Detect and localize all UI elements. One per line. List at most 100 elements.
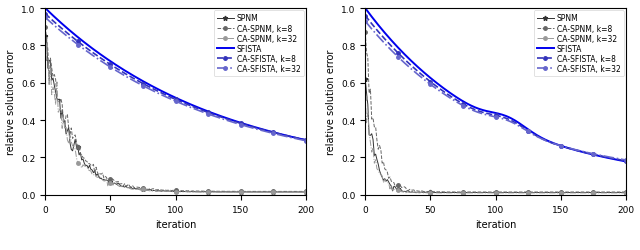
Line: CA-SFISTA, k=8: CA-SFISTA, k=8: [364, 15, 628, 163]
Line: CA-SPNM, k=8: CA-SPNM, k=8: [44, 26, 308, 194]
SPNM: [42, 36, 49, 38]
CA-SPNM, k=8: [363, 52, 371, 54]
Line: SFISTA: SFISTA: [365, 9, 626, 162]
SPNM: [601, 191, 609, 194]
SPNM: [298, 191, 306, 194]
CA-SFISTA, k=8: [302, 139, 310, 142]
CA-SFISTA, k=32: [151, 91, 159, 94]
CA-SPNM, k=32: [385, 182, 392, 185]
CA-SFISTA, k=8: [182, 103, 190, 106]
CA-SPNM, k=32: [42, 45, 49, 48]
SFISTA: [302, 139, 310, 142]
SFISTA: [42, 8, 49, 10]
SFISTA: [65, 29, 72, 32]
Line: CA-SPNM, k=32: CA-SPNM, k=32: [44, 44, 308, 194]
CA-SFISTA, k=32: [302, 140, 310, 143]
SFISTA: [600, 156, 607, 159]
CA-SPNM, k=32: [601, 192, 609, 195]
CA-SFISTA, k=32: [363, 22, 371, 25]
SPNM: [65, 126, 72, 130]
Line: SPNM: SPNM: [363, 77, 628, 195]
CA-SFISTA, k=32: [471, 110, 479, 113]
CA-SPNM, k=8: [385, 177, 392, 180]
SPNM: [182, 190, 190, 193]
CA-SPNM, k=8: [472, 191, 480, 194]
CA-SPNM, k=8: [601, 191, 609, 194]
CA-SFISTA, k=32: [456, 103, 464, 106]
SFISTA: [502, 115, 510, 118]
CA-SPNM, k=8: [43, 38, 51, 41]
SPNM: [280, 191, 287, 194]
Line: CA-SPNM, k=32: CA-SPNM, k=32: [364, 96, 628, 195]
CA-SPNM, k=32: [136, 189, 144, 192]
CA-SPNM, k=8: [280, 190, 287, 193]
SFISTA: [362, 8, 369, 10]
Line: SFISTA: SFISTA: [45, 9, 306, 140]
SPNM: [385, 181, 392, 184]
Legend: SPNM, CA-SPNM, k=8, CA-SPNM, k=32, SFISTA, CA-SFISTA, k=8, CA-SFISTA, k=32: SPNM, CA-SPNM, k=8, CA-SPNM, k=32, SFIST…: [534, 11, 623, 77]
Line: CA-SPNM, k=8: CA-SPNM, k=8: [364, 32, 628, 194]
SFISTA: [136, 79, 144, 82]
SFISTA: [151, 86, 159, 90]
CA-SPNM, k=8: [622, 191, 630, 194]
Legend: SPNM, CA-SPNM, k=8, CA-SPNM, k=32, SFISTA, CA-SFISTA, k=8, CA-SFISTA, k=32: SPNM, CA-SPNM, k=8, CA-SPNM, k=32, SFIST…: [214, 11, 303, 77]
Line: CA-SFISTA, k=8: CA-SFISTA, k=8: [44, 13, 308, 142]
CA-SFISTA, k=8: [471, 108, 479, 112]
SFISTA: [622, 160, 630, 163]
CA-SPNM, k=32: [458, 192, 465, 195]
CA-SFISTA, k=8: [280, 134, 287, 137]
CA-SFISTA, k=8: [65, 34, 72, 36]
CA-SPNM, k=32: [472, 192, 480, 195]
SFISTA: [456, 99, 464, 102]
Line: CA-SFISTA, k=32: CA-SFISTA, k=32: [364, 20, 628, 162]
CA-SFISTA, k=32: [362, 20, 369, 24]
SPNM: [136, 188, 144, 191]
CA-SPNM, k=32: [182, 190, 190, 193]
CA-SPNM, k=32: [622, 192, 630, 195]
CA-SFISTA, k=32: [42, 17, 49, 20]
SPNM: [472, 191, 480, 194]
CA-SFISTA, k=32: [65, 37, 72, 40]
CA-SFISTA, k=32: [600, 155, 607, 158]
CA-SFISTA, k=8: [622, 160, 630, 163]
SFISTA: [363, 9, 371, 12]
SPNM: [43, 36, 51, 39]
Y-axis label: relative solution error: relative solution error: [326, 50, 335, 154]
CA-SFISTA, k=32: [502, 119, 510, 122]
SPNM: [362, 78, 369, 81]
Line: SPNM: SPNM: [43, 34, 308, 195]
CA-SFISTA, k=32: [136, 84, 144, 86]
CA-SFISTA, k=8: [362, 15, 369, 18]
SPNM: [363, 92, 371, 94]
SPNM: [302, 191, 310, 194]
CA-SPNM, k=32: [302, 191, 310, 194]
SFISTA: [385, 36, 392, 40]
CA-SPNM, k=32: [504, 192, 511, 195]
CA-SFISTA, k=8: [363, 16, 371, 20]
SPNM: [151, 189, 159, 192]
CA-SPNM, k=8: [293, 190, 301, 193]
CA-SFISTA, k=8: [43, 14, 51, 17]
CA-SPNM, k=8: [362, 32, 369, 35]
CA-SPNM, k=32: [291, 191, 298, 194]
CA-SPNM, k=32: [362, 97, 369, 100]
CA-SPNM, k=8: [42, 26, 49, 29]
CA-SPNM, k=32: [280, 191, 287, 194]
CA-SPNM, k=32: [65, 142, 72, 145]
Y-axis label: relative solution error: relative solution error: [6, 50, 15, 154]
CA-SFISTA, k=8: [42, 13, 49, 16]
CA-SPNM, k=32: [421, 192, 429, 195]
SFISTA: [280, 134, 287, 137]
CA-SFISTA, k=8: [136, 81, 144, 84]
CA-SPNM, k=8: [302, 190, 310, 193]
CA-SPNM, k=32: [363, 122, 371, 125]
X-axis label: iteration: iteration: [155, 219, 196, 229]
Line: CA-SFISTA, k=32: CA-SFISTA, k=32: [44, 16, 308, 143]
CA-SPNM, k=8: [504, 191, 511, 194]
CA-SFISTA, k=32: [385, 47, 392, 50]
CA-SFISTA, k=8: [502, 117, 510, 120]
CA-SPNM, k=32: [151, 189, 159, 192]
CA-SFISTA, k=8: [456, 102, 464, 104]
CA-SPNM, k=8: [468, 191, 476, 194]
X-axis label: iteration: iteration: [475, 219, 516, 229]
